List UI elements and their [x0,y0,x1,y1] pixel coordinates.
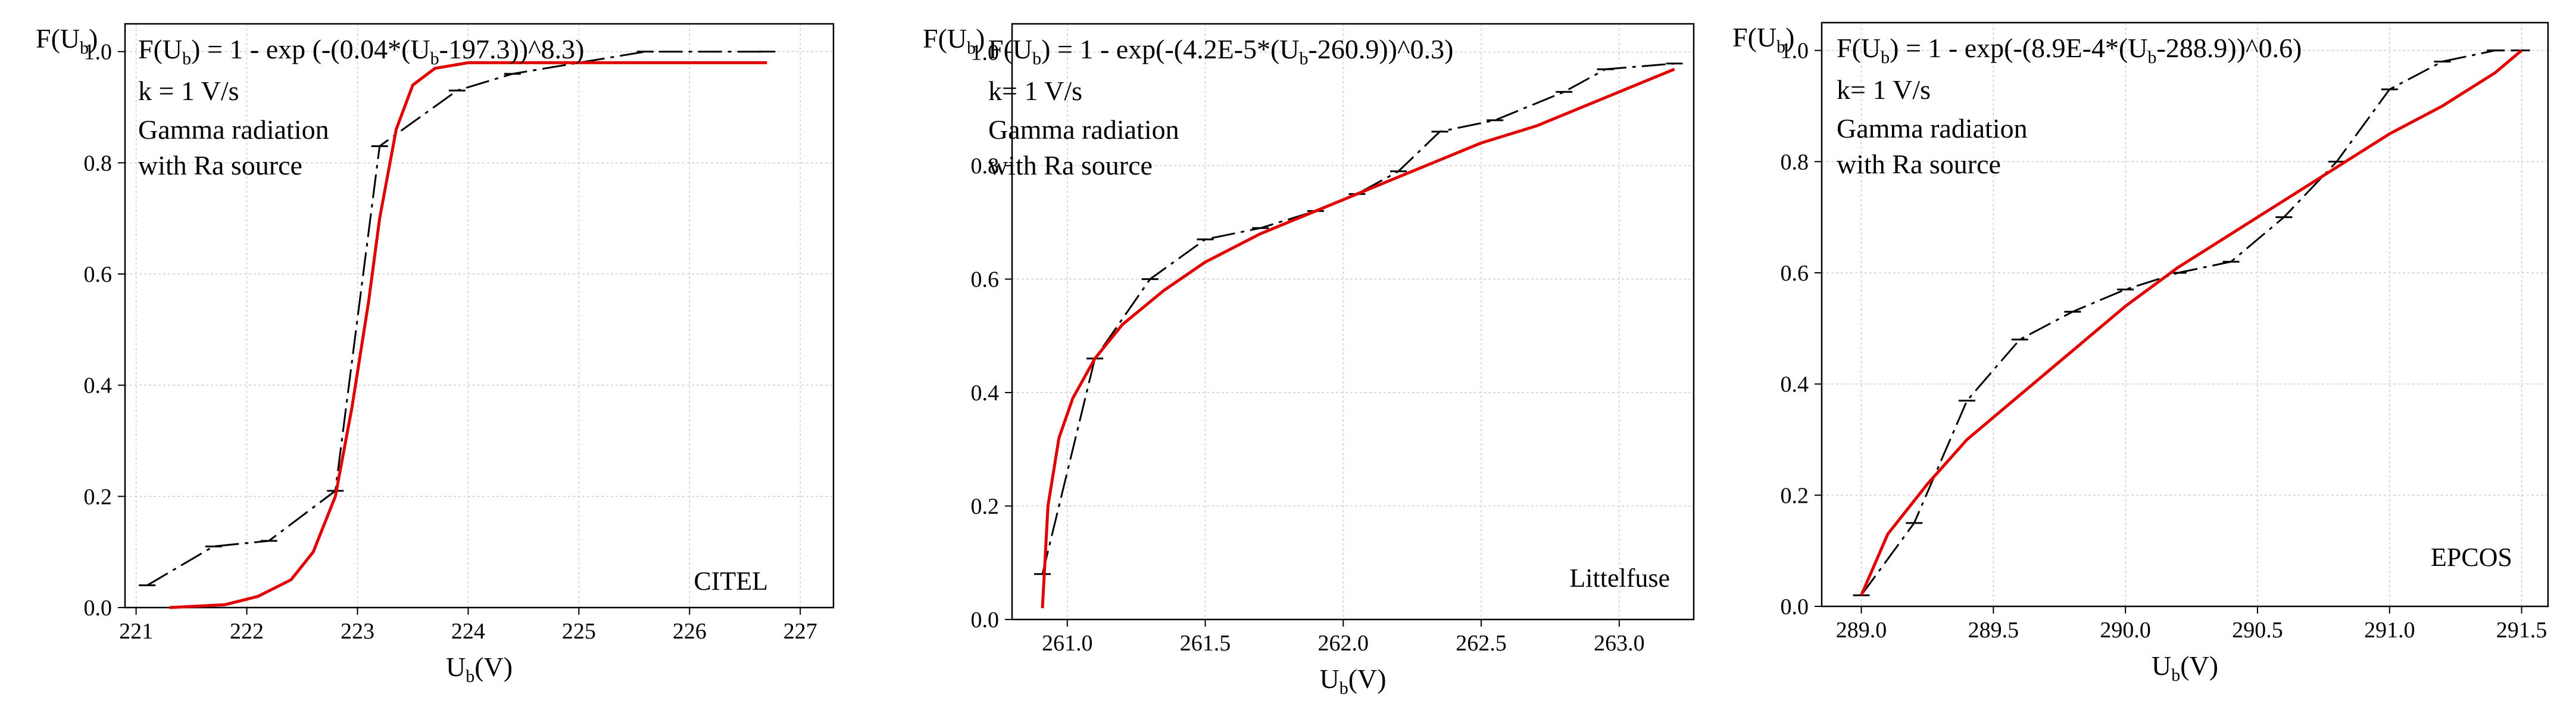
x-tick-label: 289.0 [1836,618,1887,643]
y-axis-title: F(Ub) [1732,22,1794,57]
y-tick-label: 0.4 [84,373,113,398]
x-tick-label: 227 [783,619,817,644]
brand-label: EPCOS [2431,543,2512,572]
x-tick-label: 225 [562,619,596,644]
x-tick-label: 262.0 [1318,631,1369,656]
x-tick-label: 261.5 [1180,631,1231,656]
x-axis-title: Ub(V) [446,652,513,686]
y-tick-label: 0.6 [84,262,113,287]
x-tick-label: 261.0 [1042,631,1093,656]
x-tick-label: 291.0 [2364,618,2415,643]
x-tick-label: 222 [230,619,264,644]
y-tick-label: 0.8 [84,151,113,176]
radiation-label-line1: Gamma radiation [988,114,1179,145]
y-tick-label: 0.8 [1781,150,1809,175]
y-tick-label: 1.0 [84,40,113,65]
radiation-label-line1: Gamma radiation [1837,113,2028,144]
plot-frame [124,23,835,609]
y-tick-label: 0.4 [971,381,1000,406]
y-axis-title: F(Ub) [923,23,985,58]
panel-epcos: 289.0 289.5 290.0 290.5 291.0 291.5 0.0 0.2 0.4 0… [1732,21,2549,685]
panel-citel: 221 222 223 224 225 226 227 0.0 0.2 0.4 0.6 0.8 1.0 U… [36,23,835,686]
empirical-series-line [1860,49,2522,596]
radiation-label-line2: with Ra source [1837,149,2001,179]
y-tick-label: 0.6 [971,267,1000,292]
fit-series-line [1041,67,1675,609]
empirical-series-line [146,51,767,586]
x-tick-label: 224 [451,619,485,644]
y-tick-label: 0.6 [1781,261,1809,286]
y-tick-label: 0.4 [1781,372,1809,397]
x-tick-label: 263.0 [1594,631,1645,656]
plot-frame [1011,23,1695,621]
y-axis-title: F(Ub) [36,23,98,58]
fit-series-line [1860,49,2523,596]
x-axis-title: Ub(V) [2152,650,2218,685]
y-tick-label: 0.8 [971,154,1000,179]
plot-frame [1821,21,2549,608]
x-tick-label: 290.0 [2100,618,2151,643]
brand-label: Littelfuse [1569,563,1670,593]
x-tick-label: 290.5 [2232,618,2283,643]
x-tick-label: 221 [119,619,153,644]
brand-label: CITEL [694,566,768,596]
ramp-rate-label: k = 1 V/s [138,76,239,106]
formula-label: F(Ub) = 1 - exp(-(8.9E-4*(Ub-288.9))^0.6… [1837,33,2302,67]
ramp-rate-label: k= 1 V/s [1837,74,1931,105]
y-tick-label: 1.0 [971,41,1000,66]
radiation-label-line2: with Ra source [988,150,1153,180]
formula-label: F(Ub) = 1 - exp (-(0.04*(Ub-197.3))^8.3) [138,34,584,69]
y-tick-label: 0.0 [84,596,113,621]
x-tick-label: 226 [673,619,707,644]
formula-label: F(Ub) = 1 - exp(-(4.2E-5*(Ub-260.9))^0.3… [988,34,1453,69]
radiation-label-line2: with Ra source [138,150,302,180]
y-tick-label: 0.2 [1781,483,1809,508]
panel-littelfuse: 261.0 261.5 262.0 262.5 263.0 0.0 0.2 0.4 0.6 0.8… [923,23,1695,698]
y-tick-label: 1.0 [1781,39,1809,64]
radiation-label-line1: Gamma radiation [138,114,329,145]
y-tick-label: 0.0 [971,608,1000,633]
y-tick-label: 0.2 [971,494,1000,519]
x-tick-label: 223 [341,619,374,644]
ramp-rate-label: k= 1 V/s [988,76,1082,106]
y-tick-label: 0.2 [84,484,113,509]
x-tick-label: 262.5 [1456,631,1507,656]
x-tick-label: 291.5 [2496,618,2547,643]
y-tick-label: 0.0 [1781,594,1809,619]
x-axis-title: Ub(V) [1319,664,1386,698]
x-tick-label: 289.5 [1968,618,2019,643]
fit-series-line [169,61,767,609]
